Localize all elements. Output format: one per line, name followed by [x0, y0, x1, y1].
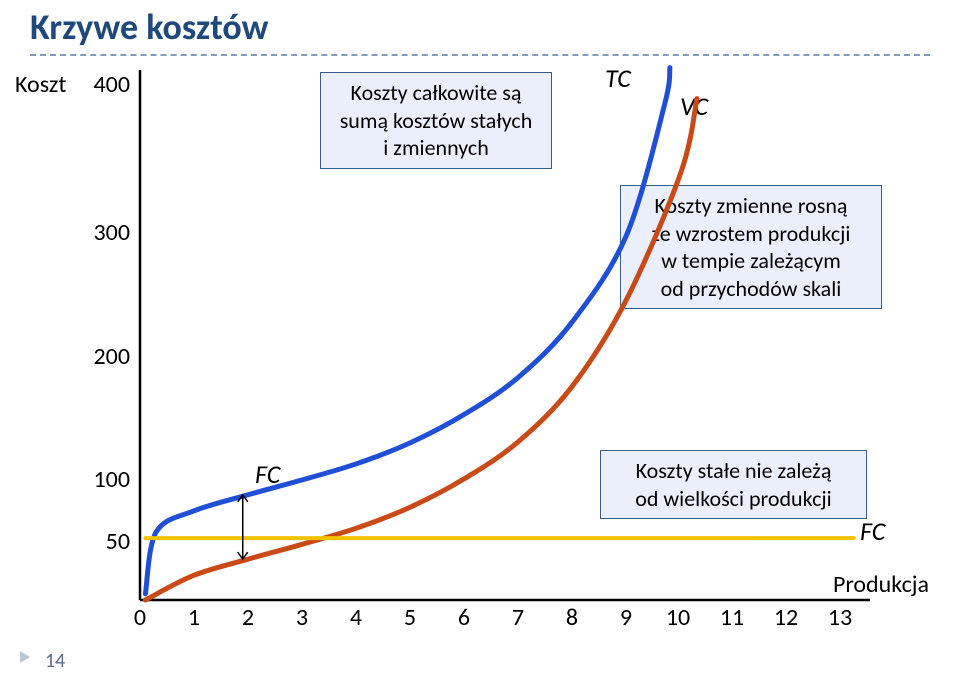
slide-number: 14 [45, 649, 65, 673]
chart-svg [0, 0, 959, 683]
footnote-bullet-icon [20, 651, 30, 663]
